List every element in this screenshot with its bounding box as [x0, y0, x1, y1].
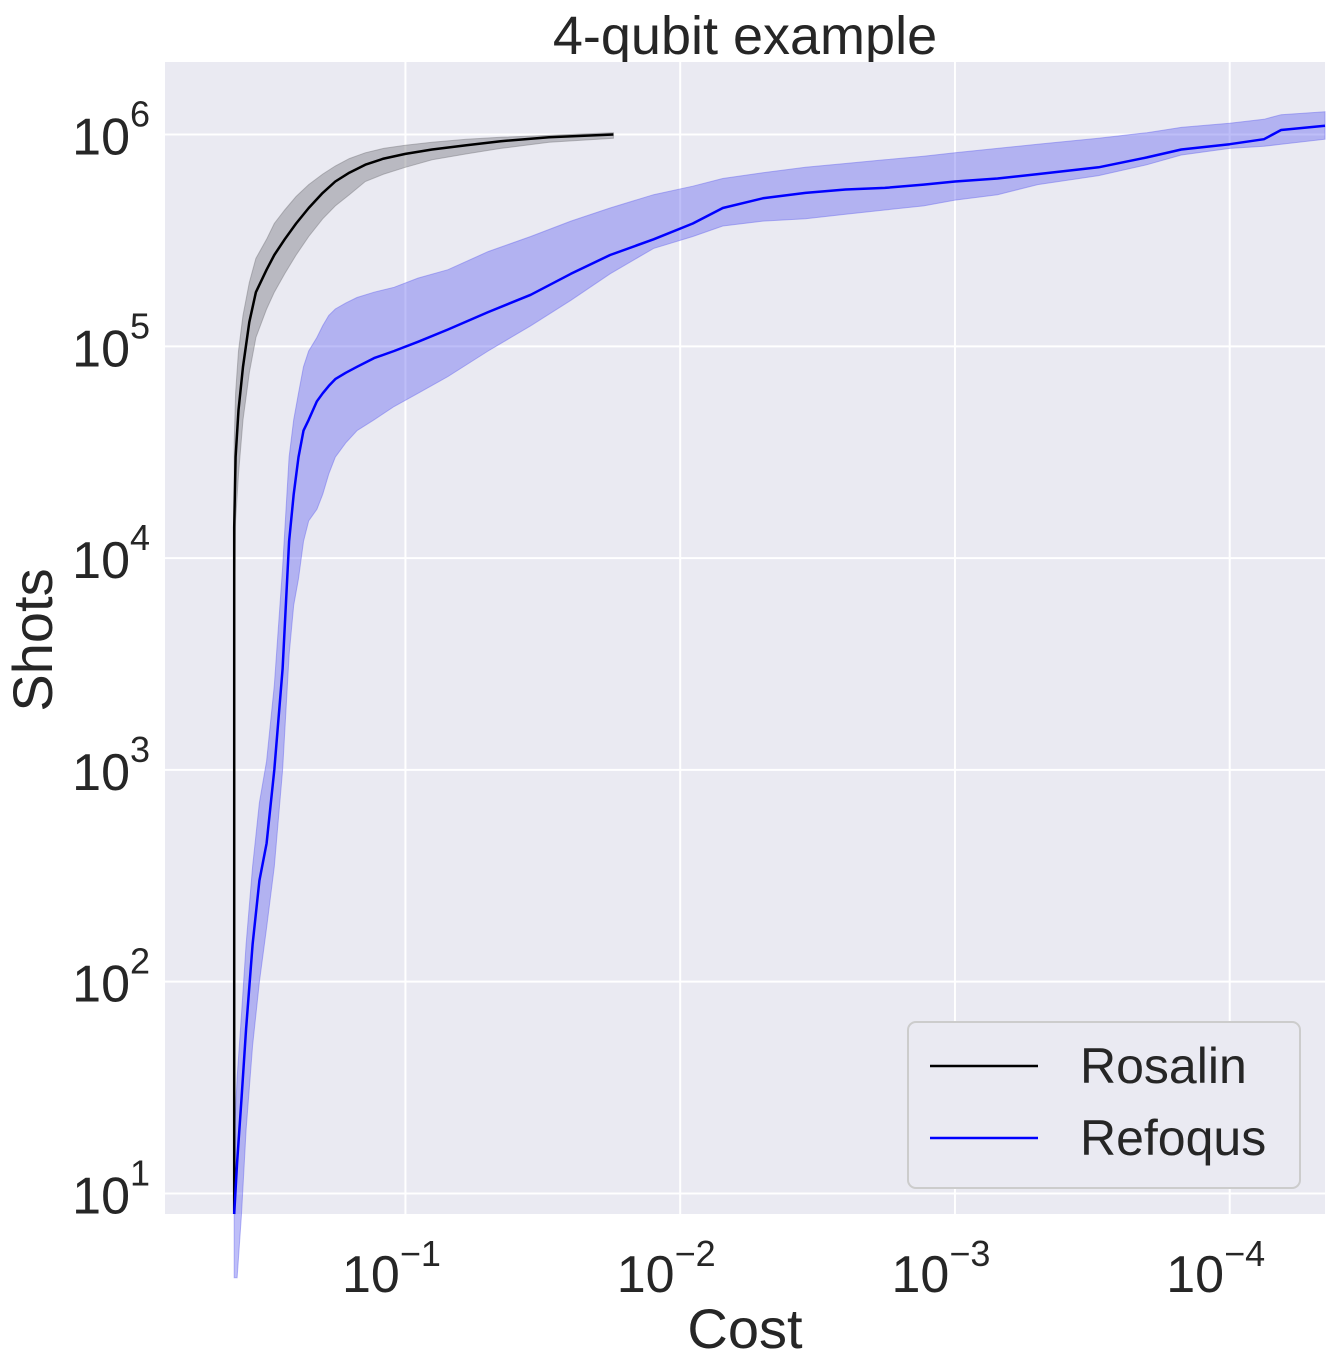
x-tick-label-2: 10−3 [892, 1233, 991, 1304]
x-tick-labels: 10−1 10−2 10−3 10−4 [342, 1233, 1265, 1304]
y-tick-label-1: 102 [72, 941, 150, 1014]
y-tick-label-3: 104 [72, 517, 150, 590]
confidence-bands [233, 111, 1326, 1279]
x-axis-label: Cost [687, 1297, 803, 1360]
y-tick-label-4: 105 [72, 305, 150, 378]
x-tick-label-0: 10−1 [342, 1233, 441, 1304]
line-refoqus [232, 124, 1326, 1215]
y-tick-label-5: 106 [72, 94, 150, 167]
legend-label-rosalin: Rosalin [1080, 1038, 1247, 1094]
legend-label-refoqus: Refoqus [1080, 1110, 1266, 1166]
line-rosalin [232, 133, 614, 1214]
y-axis-label: Shots [1, 568, 64, 711]
band-rosalin [233, 132, 614, 1214]
legend: Rosalin Refoqus [907, 1021, 1301, 1189]
series-lines [232, 124, 1326, 1215]
x-tick-label-1: 10−2 [617, 1233, 716, 1304]
y-tick-label-0: 101 [72, 1152, 150, 1225]
y-tick-labels: 101 102 103 104 105 106 [72, 94, 150, 1226]
band-refoqus [233, 111, 1326, 1279]
chart-title: 4-qubit example [553, 6, 937, 66]
x-tick-label-3: 10−4 [1166, 1233, 1265, 1304]
y-tick-label-2: 103 [72, 729, 150, 802]
legend-box [907, 1021, 1301, 1189]
